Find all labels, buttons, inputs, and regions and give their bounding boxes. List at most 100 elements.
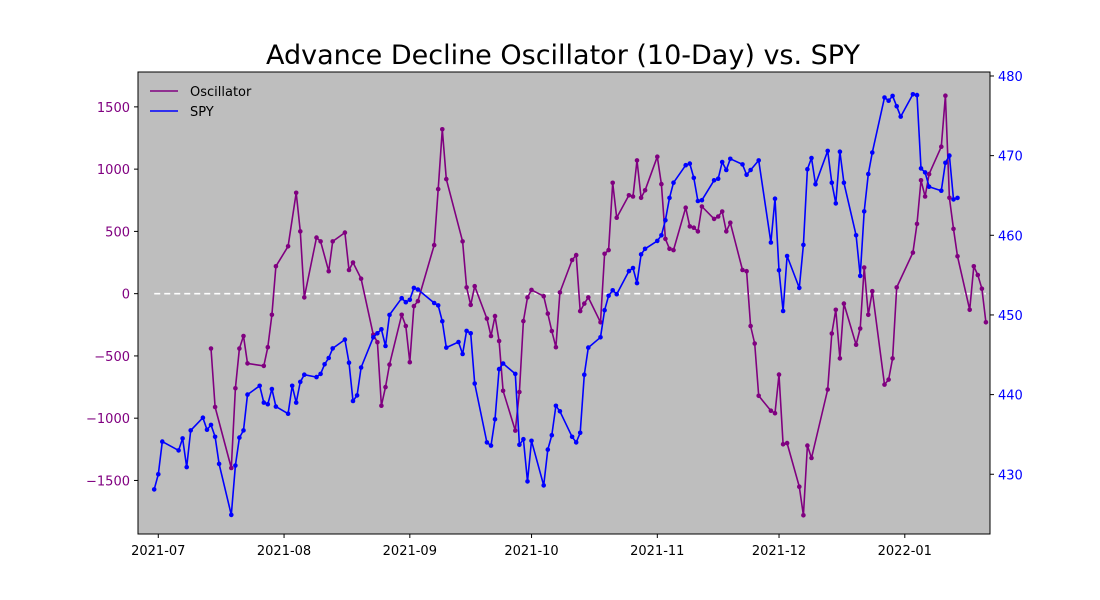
data-point-spy [513,371,518,377]
data-point-oscillator [947,195,952,201]
data-point-spy [200,415,206,421]
data-point-spy [208,422,214,428]
data-point-oscillator [346,267,352,273]
series-spy [151,92,960,518]
data-point-oscillator [541,293,546,299]
data-point-spy [160,439,165,444]
data-point-spy [204,427,210,433]
data-point-spy [464,328,469,334]
data-point-spy [257,383,263,389]
data-point-spy [768,240,774,245]
y-left-tick-label: 1000 [97,163,130,178]
data-point-spy [918,166,924,171]
data-point-spy [233,463,238,468]
data-point-spy [861,209,867,214]
data-point-oscillator [293,190,299,196]
data-point-oscillator [513,428,518,433]
data-point-oscillator [431,242,437,248]
data-point-oscillator [517,389,522,395]
data-point-spy [314,374,319,380]
data-point-oscillator [626,193,632,198]
data-point-oscillator [728,220,733,225]
data-point-oscillator [687,224,693,229]
data-point-spy [245,392,250,397]
data-point-oscillator [983,320,989,325]
data-point-spy [910,92,916,97]
data-point-spy [951,197,956,202]
data-point-oscillator [943,93,948,98]
data-point-oscillator [233,386,238,391]
data-point-spy [699,197,705,203]
data-point-oscillator [825,387,830,392]
data-point-oscillator [663,236,668,242]
data-point-spy [638,252,644,257]
data-point-spy [435,303,441,308]
data-point-spy [261,400,267,405]
data-point-oscillator [269,312,275,318]
data-point-spy [894,104,899,109]
data-point-oscillator [468,302,474,308]
data-point-oscillator [440,127,445,132]
data-point-oscillator [634,158,640,163]
data-point-oscillator [460,239,465,244]
data-point-spy [939,188,944,193]
data-point-oscillator [829,331,835,336]
data-point-oscillator [975,272,981,278]
data-point-oscillator [724,229,729,234]
data-point-spy [602,307,607,313]
data-point-spy [500,361,506,366]
data-point-spy [472,381,478,386]
data-point-oscillator [914,221,920,227]
data-point-oscillator [772,410,778,416]
data-point-spy [756,158,761,163]
data-point-spy [346,360,352,366]
data-point-spy [440,319,445,324]
data-point-spy [772,196,778,201]
data-point-oscillator [573,252,579,258]
data-point-oscillator [691,225,697,230]
data-point-spy [744,172,749,178]
data-point-spy [947,153,952,158]
data-point-oscillator [699,204,705,209]
data-point-spy [188,428,193,433]
data-point-spy [606,293,611,299]
data-point-oscillator [882,382,887,387]
data-point-oscillator [857,326,863,331]
data-point-oscillator [488,333,494,339]
data-point-oscillator [979,286,985,292]
x-tick-label: 2021-10 [504,544,558,559]
data-point-oscillator [403,323,409,329]
data-point-spy [780,308,786,314]
data-point-oscillator [435,186,441,192]
data-point-oscillator [752,341,757,346]
data-point-oscillator [298,229,303,234]
legend-label-spy: SPY [190,105,214,120]
data-point-spy [387,312,392,318]
data-point-oscillator [285,244,291,249]
data-point-spy [403,299,409,305]
data-point-spy [573,440,579,445]
data-point-oscillator [890,356,895,361]
data-point-spy [837,149,843,154]
data-point-oscillator [326,268,332,274]
data-point-spy [582,372,587,378]
data-point-spy [180,436,185,441]
data-point-oscillator [837,356,843,361]
data-point-oscillator [472,283,478,289]
data-point-spy [805,166,810,172]
data-point-oscillator [610,180,615,186]
data-point-spy [740,162,745,167]
data-point-oscillator [841,301,847,306]
data-point-oscillator [375,339,380,345]
legend: Oscillator SPY [150,85,252,120]
data-point-oscillator [967,307,972,313]
data-point-spy [468,331,474,336]
y-right-tick-label: 450 [998,309,1023,324]
data-point-oscillator [955,253,960,259]
data-point-oscillator [642,188,648,193]
data-point-spy [801,242,806,248]
data-point-oscillator [415,298,421,304]
data-point-spy [797,285,802,291]
data-point-spy [898,114,903,119]
